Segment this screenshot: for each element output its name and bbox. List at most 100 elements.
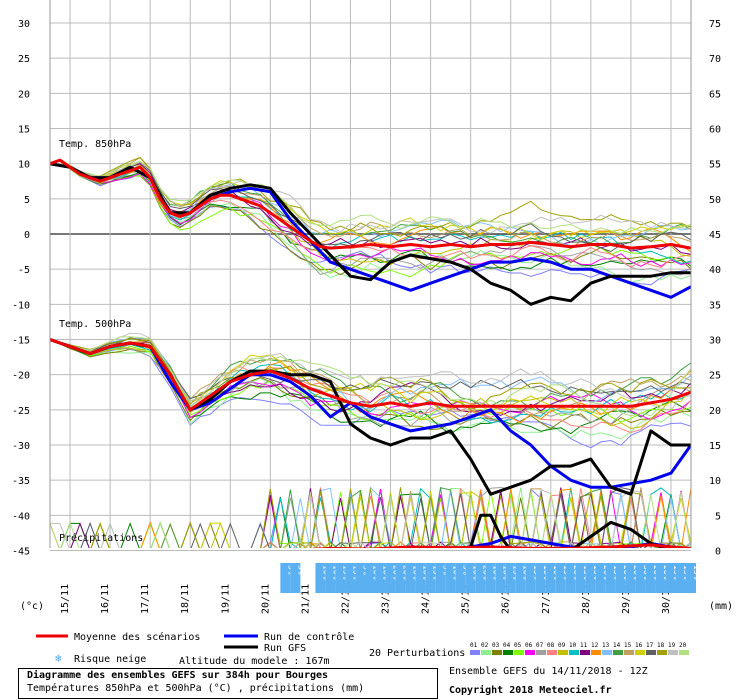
- snow-risk-cell: [335, 563, 346, 593]
- left-tick-label: 5: [24, 195, 30, 206]
- date-label: 21/11: [300, 584, 311, 614]
- left-tick-label: 15: [18, 124, 30, 135]
- perturbation-line-07: [50, 339, 691, 427]
- right-tick-label: 65: [709, 89, 721, 100]
- perturbation-lines: [50, 156, 691, 548]
- series-precip-8: [456, 513, 669, 548]
- perturbation-id: 01: [470, 642, 478, 649]
- perturbation-swatch: [503, 650, 513, 655]
- date-label: 28/11: [581, 584, 592, 614]
- perturbation-swatch: [536, 650, 546, 655]
- panel-label-precip: Précipitations: [59, 532, 143, 544]
- snow-risk-cell: [595, 563, 606, 593]
- perturbation-swatch: [613, 650, 623, 655]
- perturbation-id: 05: [514, 642, 522, 649]
- left-tick-label: -35: [12, 476, 30, 487]
- snow-risk-cell: [585, 563, 596, 593]
- left-tick-label: -25: [12, 406, 30, 417]
- perturbation-swatch: [558, 650, 568, 655]
- snow-risk-cell: [405, 563, 416, 593]
- series-850-0: [50, 158, 691, 250]
- perturbation-id: 07: [536, 642, 544, 649]
- right-tick-label: 15: [709, 441, 721, 452]
- date-label: 30/11: [661, 584, 672, 614]
- left-axis-unit: (°c): [20, 601, 44, 612]
- date-label: 22/11: [340, 584, 351, 614]
- left-tick-label: 10: [18, 160, 30, 171]
- date-label: 20/11: [260, 584, 271, 614]
- left-tick-label: -30: [12, 441, 30, 452]
- date-label: 17/11: [140, 584, 151, 614]
- copyright: Copyright 2018 Meteociel.fr: [449, 685, 612, 696]
- right-tick-label: 50: [709, 195, 721, 206]
- perturbation-line-14: [160, 487, 689, 548]
- snow-risk-cell: [635, 563, 646, 593]
- date-label: 18/11: [180, 584, 191, 614]
- perturbation-swatch: [624, 650, 634, 655]
- right-tick-label: 10: [709, 476, 721, 487]
- perturbation-swatch: [470, 650, 480, 655]
- perturbation-line-16: [200, 487, 691, 548]
- snow-risk-cell: [575, 563, 586, 593]
- snow-risk-cell: [290, 563, 301, 593]
- perturbation-swatch: [580, 650, 590, 655]
- snow-risk-cell: [355, 563, 366, 593]
- snow-risk-cell: [425, 563, 436, 593]
- snow-risk-cell: [280, 563, 291, 593]
- snow-risk-cell: [525, 563, 536, 593]
- right-tick-label: 35: [709, 300, 721, 311]
- perturbation-line-12: [50, 487, 691, 548]
- perturbation-swatch: [481, 650, 491, 655]
- snow-risk-cell: [435, 563, 446, 593]
- perturbation-line-19: [50, 332, 691, 412]
- perturbation-id: 18: [657, 642, 665, 649]
- right-axis-unit: (mm): [709, 601, 733, 612]
- perturbation-swatch: [646, 650, 656, 655]
- axes: 302520151050-5-10-15-20-25-30-35-40-4575…: [12, 0, 721, 614]
- perturbation-line-18: [50, 337, 691, 410]
- perturbation-swatch: [547, 650, 557, 655]
- snow-risk-row: 5%5%10%10%15%15%5%10%10%20%20%10%10%15%5…: [280, 563, 701, 593]
- legend-altitude: Altitude du modele : 167m: [179, 656, 330, 667]
- date-label: 26/11: [501, 584, 512, 614]
- right-tick-label: 20: [709, 406, 721, 417]
- perturbation-id: 02: [481, 642, 489, 649]
- perturbation-id: 20: [679, 642, 687, 649]
- perturbation-line-15: [50, 337, 691, 417]
- perturbation-swatch: [492, 650, 502, 655]
- perturbation-id: 13: [602, 642, 610, 649]
- legend-controle: Run de contrôle: [264, 631, 354, 643]
- snow-risk-cell: [555, 563, 566, 593]
- perturbation-id: 11: [580, 642, 588, 649]
- perturbation-line-20: [50, 492, 691, 548]
- left-tick-label: 30: [18, 19, 30, 30]
- series-500-3: [50, 338, 691, 412]
- left-tick-label: 20: [18, 89, 30, 100]
- snow-risk-cell: [675, 563, 686, 593]
- left-tick-label: 25: [18, 54, 30, 65]
- snow-risk-cell: [565, 563, 576, 593]
- snow-risk-pct: 5%: [296, 565, 305, 575]
- panel-label-500: Temp. 500hPa: [59, 319, 131, 330]
- right-tick-label: 70: [709, 54, 721, 65]
- perturbation-id: 09: [558, 642, 566, 649]
- snow-risk-cell: [655, 563, 666, 593]
- perturbation-id: 03: [492, 642, 500, 649]
- legend-gfs: Run GFS: [264, 643, 306, 654]
- right-tick-label: 25: [709, 371, 721, 382]
- right-tick-label: 0: [715, 546, 721, 557]
- perturbation-line-06: [260, 489, 691, 548]
- snow-risk-cell: [375, 563, 386, 593]
- snow-risk-cell: [686, 563, 696, 593]
- perturbation-id: 14: [613, 642, 621, 649]
- left-tick-label: -15: [12, 335, 30, 346]
- snowflake-icon: ❄: [55, 652, 62, 665]
- date-label: 25/11: [461, 584, 472, 614]
- snow-risk-cell: [465, 563, 476, 593]
- date-label: 15/11: [60, 584, 71, 614]
- snow-risk-cell: [445, 563, 456, 593]
- snow-risk-cell: [545, 563, 556, 593]
- perturbation-line-08: [262, 487, 641, 548]
- left-tick-label: -45: [12, 546, 30, 557]
- date-label: 23/11: [381, 584, 392, 614]
